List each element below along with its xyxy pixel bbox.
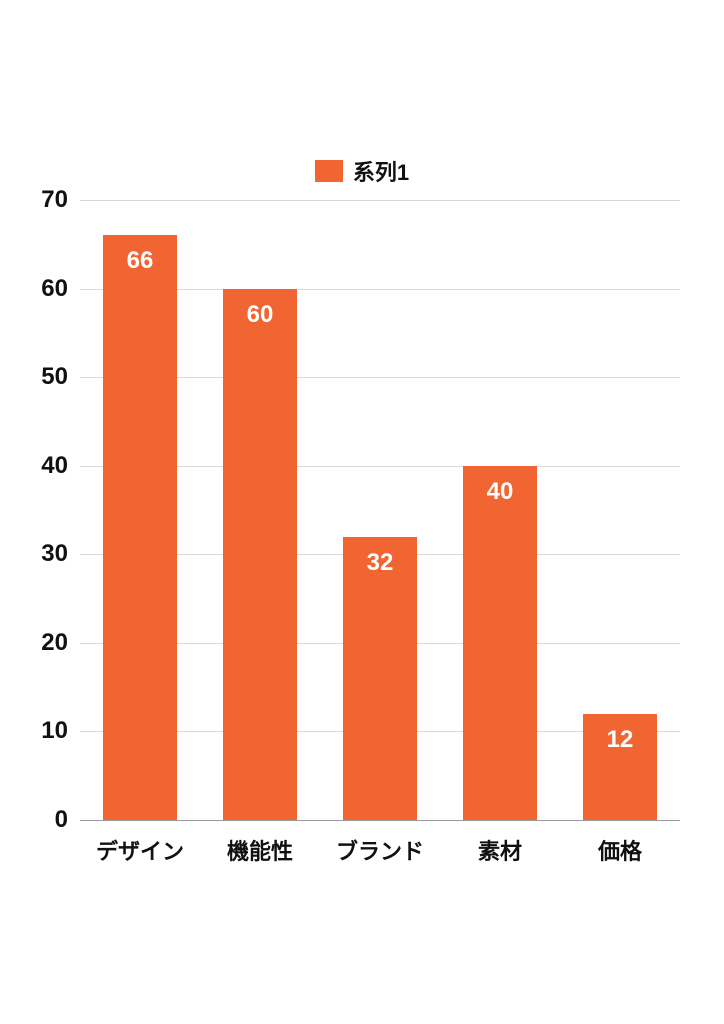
y-tick-label: 50 — [41, 363, 68, 391]
y-tick-label: 20 — [41, 629, 68, 657]
y-tick-label: 0 — [55, 806, 68, 834]
bar-value-label: 66 — [103, 247, 177, 275]
y-tick-label: 10 — [41, 717, 68, 745]
x-tick-label: 素材 — [478, 834, 522, 866]
x-tick-label: デザイン — [96, 834, 184, 866]
legend-swatch — [315, 160, 343, 182]
legend-label: 系列1 — [353, 155, 409, 187]
bar-chart: 系列1 66 60 32 40 12 0 10 20 30 40 50 60 70 デザイン 機能性 ブラン… — [0, 0, 724, 1024]
y-tick-label: 60 — [41, 275, 68, 303]
gridline — [80, 200, 680, 201]
x-tick-label: ブランド — [336, 834, 424, 866]
y-tick-label: 30 — [41, 540, 68, 568]
bar: 32 — [343, 537, 417, 820]
x-tick-label: 価格 — [598, 834, 642, 866]
y-tick-label: 40 — [41, 452, 68, 480]
legend: 系列1 — [0, 155, 724, 187]
x-tick-label: 機能性 — [227, 834, 293, 866]
plot-area: 66 60 32 40 12 — [80, 200, 680, 820]
bar: 60 — [223, 289, 297, 820]
bar: 40 — [463, 466, 537, 820]
y-tick-label: 70 — [41, 186, 68, 214]
bar: 12 — [583, 714, 657, 820]
bar-value-label: 60 — [223, 301, 297, 329]
bar: 66 — [103, 235, 177, 820]
bar-value-label: 40 — [463, 478, 537, 506]
bar-value-label: 32 — [343, 549, 417, 577]
bar-value-label: 12 — [583, 726, 657, 754]
x-axis-line — [80, 820, 680, 821]
